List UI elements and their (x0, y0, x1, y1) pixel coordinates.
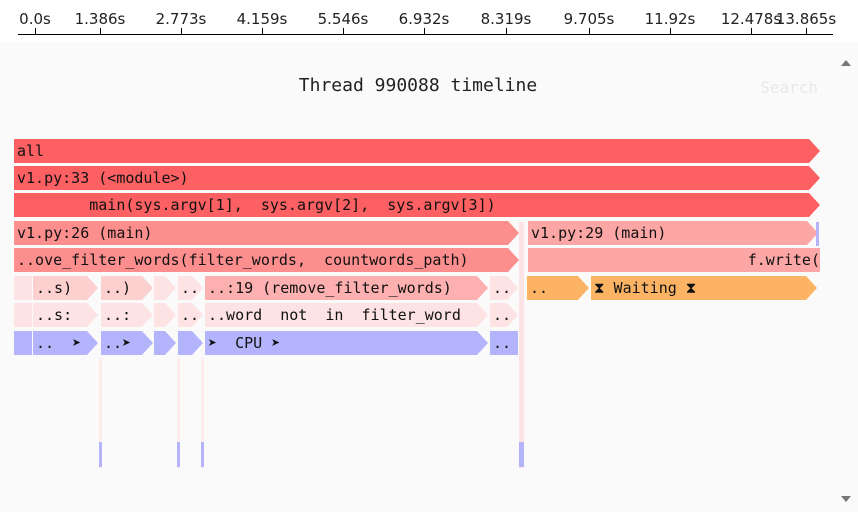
ruler-tick (424, 28, 425, 35)
ruler-tick (262, 28, 263, 35)
cpu-sample (177, 442, 180, 467)
ruler-tick (343, 28, 344, 35)
scroll-up-icon[interactable] (841, 60, 851, 66)
ruler-tick (670, 28, 671, 35)
search-button[interactable]: Search (760, 78, 818, 97)
cpu-sample (99, 442, 102, 467)
frame-cpu-main[interactable]: ➤ CPU ➤ (205, 331, 488, 355)
frame-write[interactable]: f.write(as_js (528, 248, 820, 272)
ruler-tick (806, 28, 807, 35)
ruler-tick-label: 1.386s (74, 10, 126, 28)
ruler-tick-label: 13.865s (775, 10, 837, 28)
time-ruler: 0.0s 1.386s 2.773s 4.159s 5.546s 6.932s 8.319s… (0, 0, 858, 40)
timeline-viewport[interactable]: Thread 990088 timeline Search all v1.py:… (0, 42, 836, 512)
ruler-tick (100, 28, 101, 35)
sample-strip (99, 358, 102, 468)
frame-s3[interactable] (154, 276, 176, 300)
ruler-tick (506, 28, 507, 35)
ruler-tick (751, 28, 752, 35)
frame-cpu-3[interactable] (154, 331, 176, 355)
ruler-tick (35, 28, 36, 35)
ruler-tick-label: 9.705s (563, 10, 615, 28)
frame-gap-b[interactable] (14, 303, 32, 327)
sample-strip (201, 358, 204, 468)
frame-remove-19[interactable]: ..:19 (remove_filter_words) (205, 276, 488, 300)
frame-cpu-4[interactable] (178, 331, 203, 355)
frame-t1[interactable]: ..s: (33, 303, 98, 327)
vertical-scrollbar[interactable] (836, 42, 858, 512)
timeline-title: Thread 990088 timeline (298, 75, 538, 96)
frame-cpu-1[interactable]: .. ➤ (33, 331, 98, 355)
ruler-tick-label: 0.0s (19, 10, 51, 28)
ruler-tick-label: 6.932s (398, 10, 450, 28)
frame-module[interactable]: v1.py:33 (<module>) (14, 166, 820, 190)
frame-t3a[interactable] (154, 303, 176, 327)
ruler-tick (589, 28, 590, 35)
frame-waiting[interactable]: ⧗ Waiting ⧗ (591, 276, 817, 300)
frame-cpu-5[interactable]: .. (490, 331, 518, 355)
ruler-axis (18, 34, 833, 35)
cpu-sample (201, 442, 204, 467)
frame-cpu-2[interactable]: ..➤ (101, 331, 153, 355)
ruler-tick-label: 11.92s (644, 10, 696, 28)
cpu-strip-marker (816, 222, 819, 246)
frame-s5[interactable]: .. (527, 276, 589, 300)
frame-gap-a[interactable] (14, 276, 32, 300)
scroll-down-icon[interactable] (841, 496, 851, 502)
frame-main-call[interactable]: main(sys.argv[1], sys.argv[2], sys.argv[… (14, 193, 820, 217)
frame-s1[interactable]: ..s) (33, 276, 98, 300)
frame-cpu-gap[interactable] (14, 331, 32, 355)
sample-strip (519, 222, 524, 468)
frame-remove-filter-words[interactable]: ..ove_filter_words(filter_words, countwo… (14, 248, 519, 272)
frame-s3b[interactable]: .. (178, 276, 203, 300)
frame-t3[interactable]: .. (178, 303, 203, 327)
ruler-tick-label: 8.319s (480, 10, 532, 28)
ruler-tick-label: 12.478s (720, 10, 782, 28)
cpu-sample (519, 442, 524, 467)
frame-main-29[interactable]: v1.py:29 (main) (528, 221, 818, 245)
frame-word-not-in[interactable]: ..word not in filter_word (205, 303, 488, 327)
frame-all[interactable]: all (14, 139, 820, 163)
frame-t4[interactable]: .. (490, 303, 518, 327)
frame-s2[interactable]: ..) (101, 276, 153, 300)
ruler-tick-label: 5.546s (317, 10, 369, 28)
ruler-tick-label: 4.159s (236, 10, 288, 28)
sample-strip (177, 358, 180, 468)
frame-s4[interactable]: .. (490, 276, 518, 300)
frame-t2[interactable]: ..: (101, 303, 153, 327)
ruler-tick (181, 28, 182, 35)
frame-main-26[interactable]: v1.py:26 (main) (14, 221, 519, 245)
ruler-tick-label: 2.773s (155, 10, 207, 28)
